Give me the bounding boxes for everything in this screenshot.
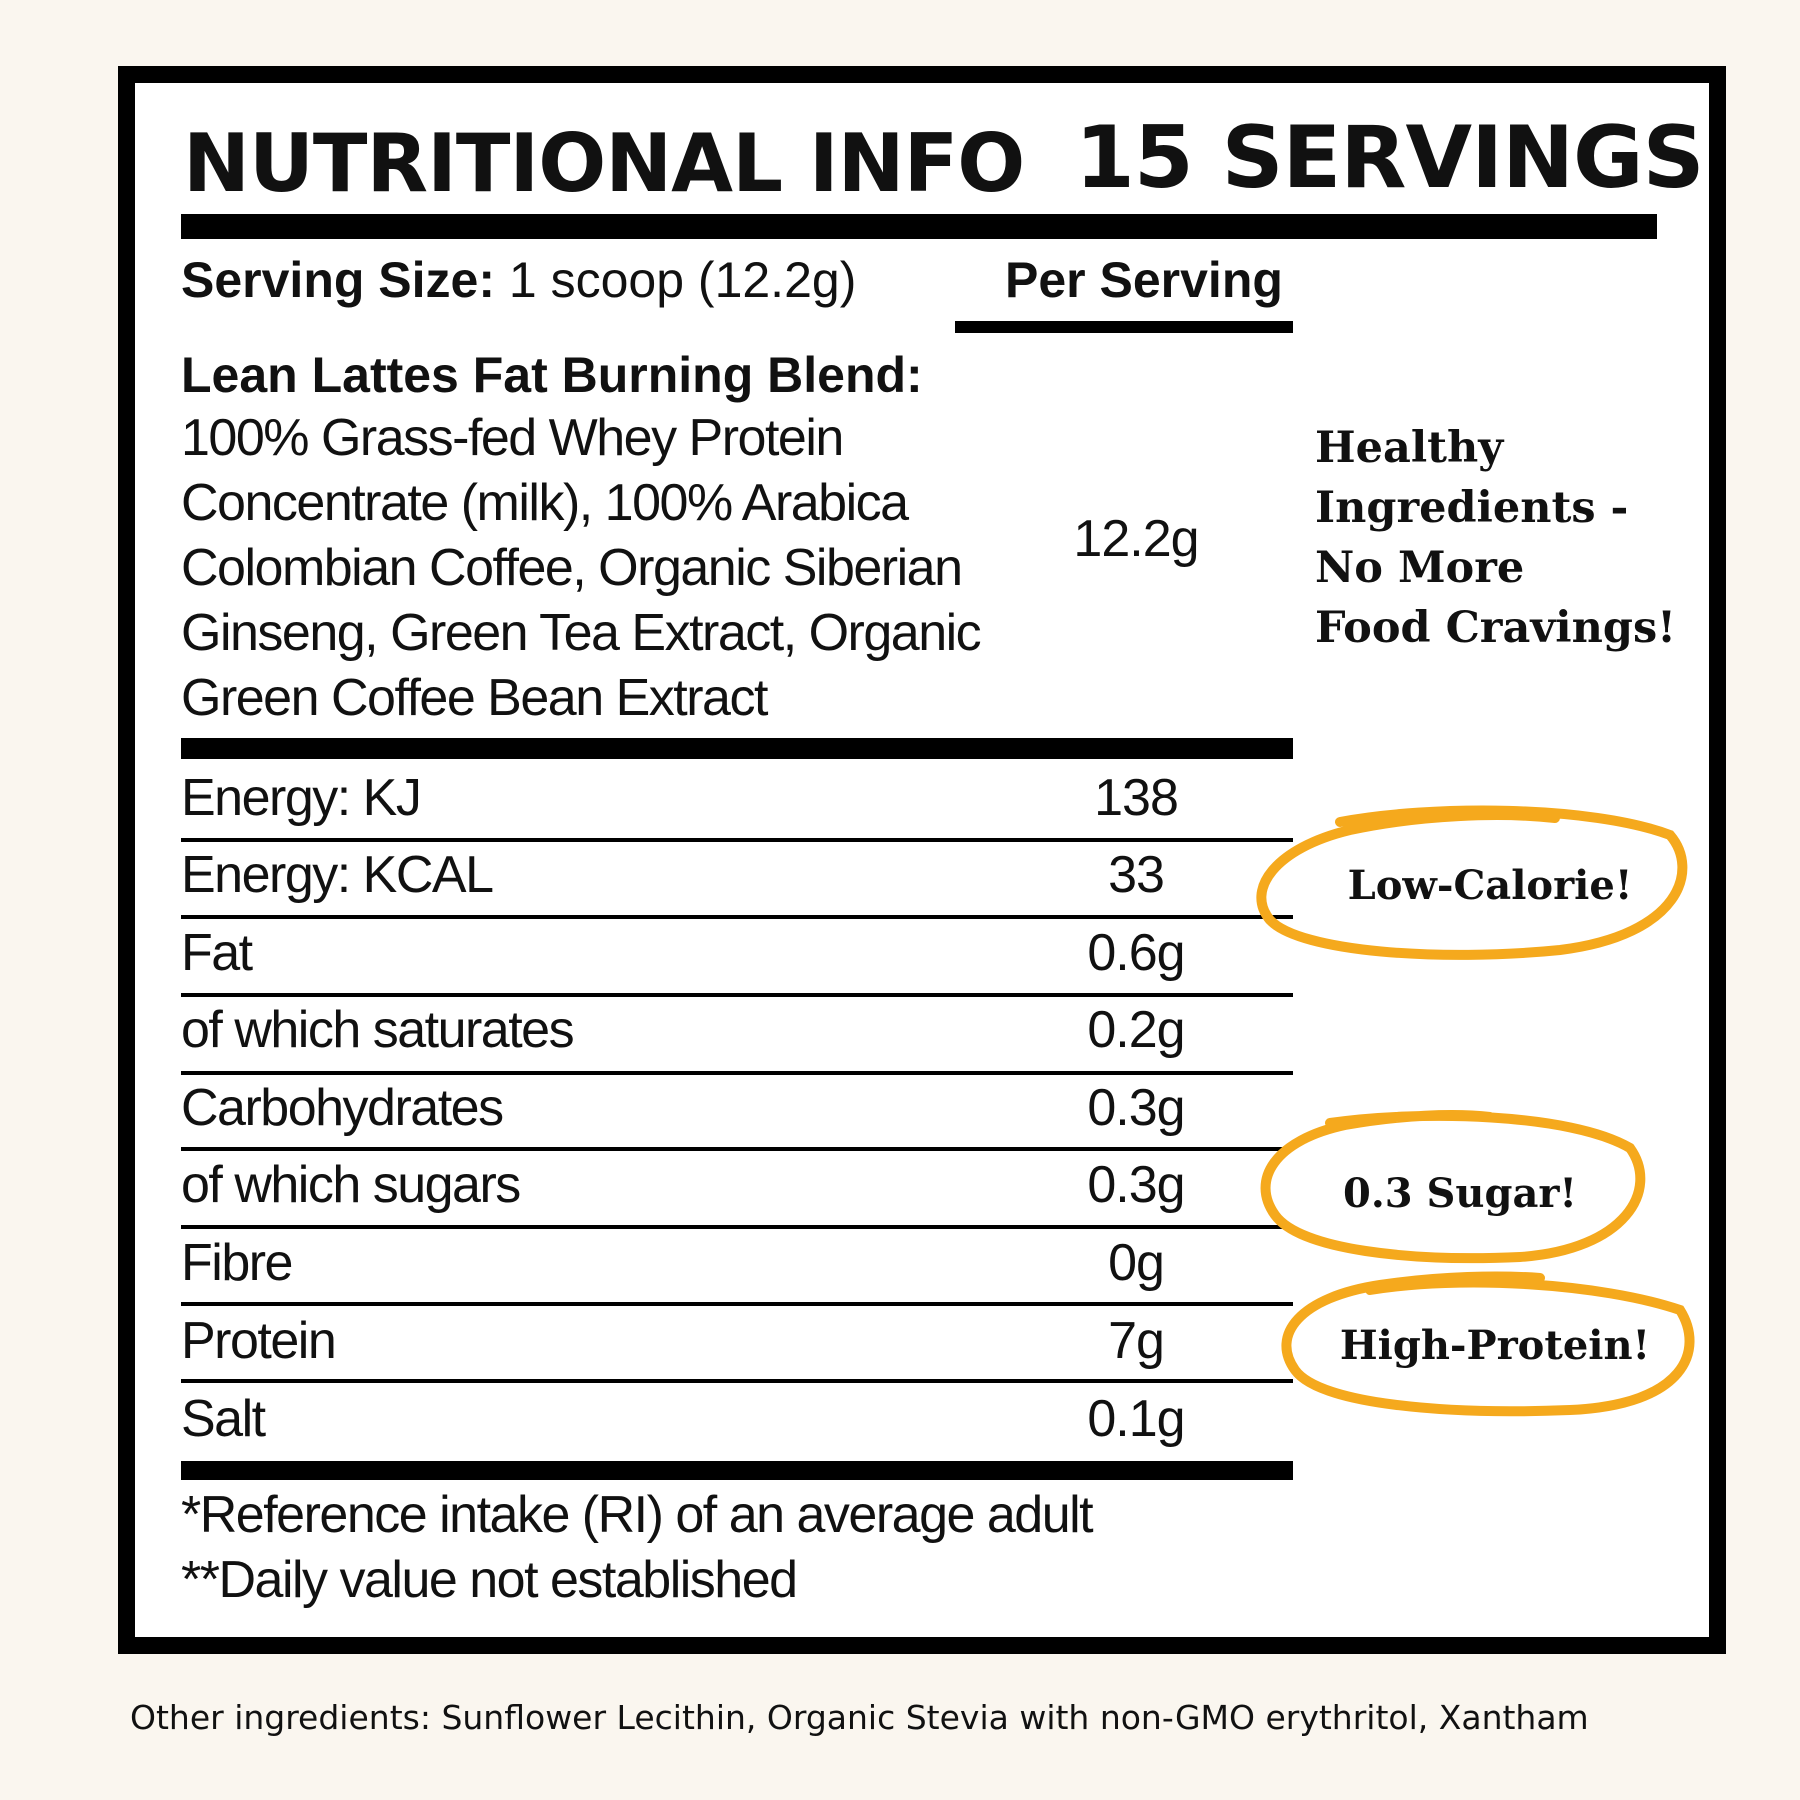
blend-rule xyxy=(181,738,1293,759)
nutrient-label-salt: Salt xyxy=(181,1390,266,1448)
row-divider xyxy=(181,1147,1293,1151)
other-ingredients: Other ingredients: Sunflower Lecithin, O… xyxy=(130,1698,1589,1737)
nutrient-value-saturates: 0.2g xyxy=(1087,1001,1185,1059)
low-calorie-circle xyxy=(1256,805,1688,960)
serving-size-value: 1 scoop (12.2g) xyxy=(508,252,857,308)
nutrient-label-carbohydrates: Carbohydrates xyxy=(181,1079,504,1137)
callout-line: Food Cravings! xyxy=(1315,603,1677,653)
low-calorie-badge: Low-Calorie! xyxy=(1347,862,1633,909)
nutrient-label-energy-kj: Energy: KJ xyxy=(181,769,422,827)
nutrient-value-energy-kcal: 33 xyxy=(1108,846,1165,904)
high-protein-circle xyxy=(1281,1271,1695,1417)
nutrient-label-fat: Fat xyxy=(181,924,253,982)
callout-line: Ingredients - xyxy=(1315,483,1629,533)
blend-line: 100% Grass-fed Whey Protein xyxy=(181,409,844,467)
blend-line: Ginseng, Green Tea Extract, Organic xyxy=(181,604,982,662)
sugar-circle xyxy=(1260,1110,1646,1264)
nutrient-value-salt: 0.1g xyxy=(1087,1390,1185,1448)
header-rule xyxy=(181,214,1657,239)
nutrient-label-fibre: Fibre xyxy=(181,1234,293,1292)
healthy-ingredients-callout: Healthy Ingredients - No More Food Cravi… xyxy=(1315,418,1676,658)
per-serving-header: Per Serving xyxy=(1005,252,1283,308)
nutrient-value-fat: 0.6g xyxy=(1087,924,1185,982)
high-protein-badge: High-Protein! xyxy=(1339,1322,1651,1369)
footnote-ri: *Reference intake (RI) of an average adu… xyxy=(181,1486,1094,1544)
servings-count: 15 SERVINGS xyxy=(1075,108,1705,208)
row-divider xyxy=(181,993,1293,997)
per-serving-rule xyxy=(955,321,1293,333)
nutrient-value-fibre: 0g xyxy=(1108,1234,1165,1292)
blend-line: Concentrate (milk), 100% Arabica xyxy=(181,474,909,532)
row-divider xyxy=(181,1071,1293,1075)
row-divider xyxy=(181,915,1293,919)
blend-title: Lean Lattes Fat Burning Blend: xyxy=(181,347,923,403)
row-divider xyxy=(181,1379,1293,1383)
nutrient-value-protein: 7g xyxy=(1108,1312,1165,1370)
row-divider xyxy=(181,838,1293,842)
nutrient-value-sugars: 0.3g xyxy=(1087,1156,1185,1214)
callout-line: Healthy xyxy=(1315,423,1504,473)
nutrient-value-energy-kj: 138 xyxy=(1094,769,1179,827)
nutrient-label-protein: Protein xyxy=(181,1312,337,1370)
nutrient-value-carbohydrates: 0.3g xyxy=(1087,1079,1185,1137)
serving-size: Serving Size: 1 scoop (12.2g) xyxy=(181,255,856,305)
nutrient-label-saturates: of which saturates xyxy=(181,1001,575,1059)
serving-size-label: Serving Size: xyxy=(181,252,495,308)
nutrient-label-energy-kcal: Energy: KCAL xyxy=(181,846,494,904)
sugar-badge: 0.3 Sugar! xyxy=(1342,1170,1577,1217)
blend-line: Green Coffee Bean Extract xyxy=(181,669,768,727)
footnote-dv: **Daily value not established xyxy=(181,1551,798,1609)
nutrients-bottom-rule xyxy=(181,1461,1293,1480)
callout-line: No More xyxy=(1315,543,1525,593)
nutrient-label-sugars: of which sugars xyxy=(181,1156,521,1214)
row-divider xyxy=(181,1302,1293,1306)
panel-title: NUTRITIONAL INFO xyxy=(183,117,1025,210)
nutrition-panel xyxy=(118,66,1726,1654)
row-divider xyxy=(181,1225,1293,1229)
blend-value: 12.2g xyxy=(1073,510,1199,568)
blend-line: Colombian Coffee, Organic Siberian xyxy=(181,539,963,597)
